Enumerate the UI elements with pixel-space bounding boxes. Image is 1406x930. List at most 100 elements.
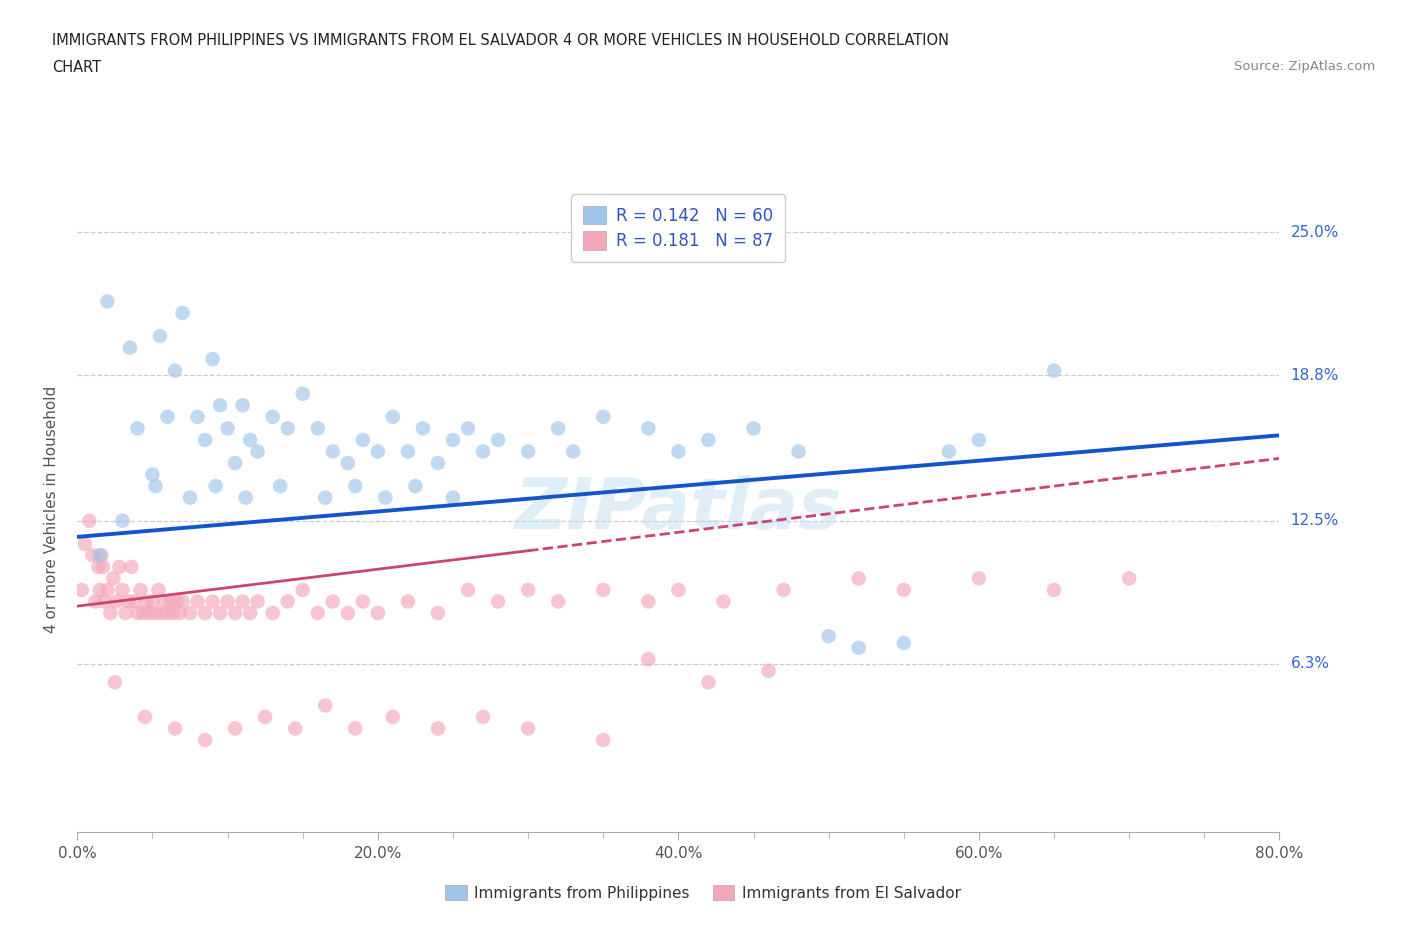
- Point: [848, 640, 870, 655]
- Text: 18.8%: 18.8%: [1291, 367, 1339, 383]
- Point: [352, 594, 374, 609]
- Point: [162, 605, 184, 620]
- Point: [1118, 571, 1140, 586]
- Point: [713, 594, 735, 609]
- Point: [697, 675, 720, 690]
- Point: [547, 421, 569, 436]
- Point: [103, 571, 125, 586]
- Point: [90, 548, 112, 563]
- Point: [472, 710, 495, 724]
- Point: [108, 560, 131, 575]
- Point: [668, 444, 690, 458]
- Point: [277, 421, 299, 436]
- Point: [111, 582, 134, 597]
- Point: [169, 605, 191, 620]
- Point: [96, 582, 118, 597]
- Point: [893, 582, 915, 597]
- Point: [186, 409, 209, 424]
- Point: [758, 663, 780, 678]
- Text: 6.3%: 6.3%: [1291, 657, 1330, 671]
- Point: [592, 582, 614, 597]
- Point: [87, 560, 110, 575]
- Point: [517, 444, 540, 458]
- Point: [209, 398, 232, 413]
- Point: [486, 432, 509, 447]
- Point: [848, 571, 870, 586]
- Point: [232, 398, 254, 413]
- Point: [153, 594, 176, 609]
- Point: [1043, 364, 1066, 379]
- Point: [235, 490, 257, 505]
- Point: [120, 560, 142, 575]
- Point: [84, 594, 107, 609]
- Point: [284, 721, 307, 736]
- Point: [118, 340, 141, 355]
- Point: [367, 444, 389, 458]
- Point: [457, 421, 479, 436]
- Point: [89, 548, 111, 563]
- Point: [314, 490, 336, 505]
- Point: [381, 710, 404, 724]
- Point: [79, 513, 101, 528]
- Point: [396, 594, 419, 609]
- Point: [124, 594, 146, 609]
- Point: [96, 294, 118, 309]
- Point: [111, 513, 134, 528]
- Point: [291, 582, 314, 597]
- Point: [262, 605, 284, 620]
- Point: [457, 582, 479, 597]
- Point: [141, 594, 163, 609]
- Point: [217, 594, 239, 609]
- Point: [201, 594, 224, 609]
- Point: [239, 605, 262, 620]
- Point: [163, 721, 186, 736]
- Point: [592, 409, 614, 424]
- Point: [224, 721, 246, 736]
- Point: [427, 605, 450, 620]
- Point: [224, 605, 246, 620]
- Point: [254, 710, 277, 724]
- Point: [194, 605, 217, 620]
- Point: [156, 409, 179, 424]
- Point: [322, 444, 344, 458]
- Point: [150, 605, 173, 620]
- Text: CHART: CHART: [52, 60, 101, 75]
- Point: [374, 490, 396, 505]
- Point: [637, 421, 659, 436]
- Point: [562, 444, 585, 458]
- Point: [127, 605, 149, 620]
- Text: ZIPatlas: ZIPatlas: [515, 474, 842, 544]
- Point: [145, 479, 167, 494]
- Point: [194, 432, 217, 447]
- Point: [159, 594, 181, 609]
- Point: [91, 560, 114, 575]
- Point: [172, 306, 194, 321]
- Point: [262, 409, 284, 424]
- Legend: Immigrants from Philippines, Immigrants from El Salvador: Immigrants from Philippines, Immigrants …: [439, 879, 967, 907]
- Point: [114, 605, 136, 620]
- Text: 25.0%: 25.0%: [1291, 225, 1339, 240]
- Point: [322, 594, 344, 609]
- Text: IMMIGRANTS FROM PHILIPPINES VS IMMIGRANTS FROM EL SALVADOR 4 OR MORE VEHICLES IN: IMMIGRANTS FROM PHILIPPINES VS IMMIGRANT…: [52, 33, 949, 47]
- Point: [893, 635, 915, 650]
- Point: [204, 479, 226, 494]
- Point: [100, 605, 122, 620]
- Point: [742, 421, 765, 436]
- Point: [163, 364, 186, 379]
- Point: [344, 479, 367, 494]
- Point: [938, 444, 960, 458]
- Point: [277, 594, 299, 609]
- Point: [166, 594, 188, 609]
- Point: [787, 444, 810, 458]
- Point: [967, 432, 990, 447]
- Point: [352, 432, 374, 447]
- Point: [637, 652, 659, 667]
- Point: [381, 409, 404, 424]
- Point: [412, 421, 434, 436]
- Point: [314, 698, 336, 712]
- Point: [967, 571, 990, 586]
- Point: [427, 721, 450, 736]
- Point: [239, 432, 262, 447]
- Point: [104, 675, 127, 690]
- Point: [817, 629, 839, 644]
